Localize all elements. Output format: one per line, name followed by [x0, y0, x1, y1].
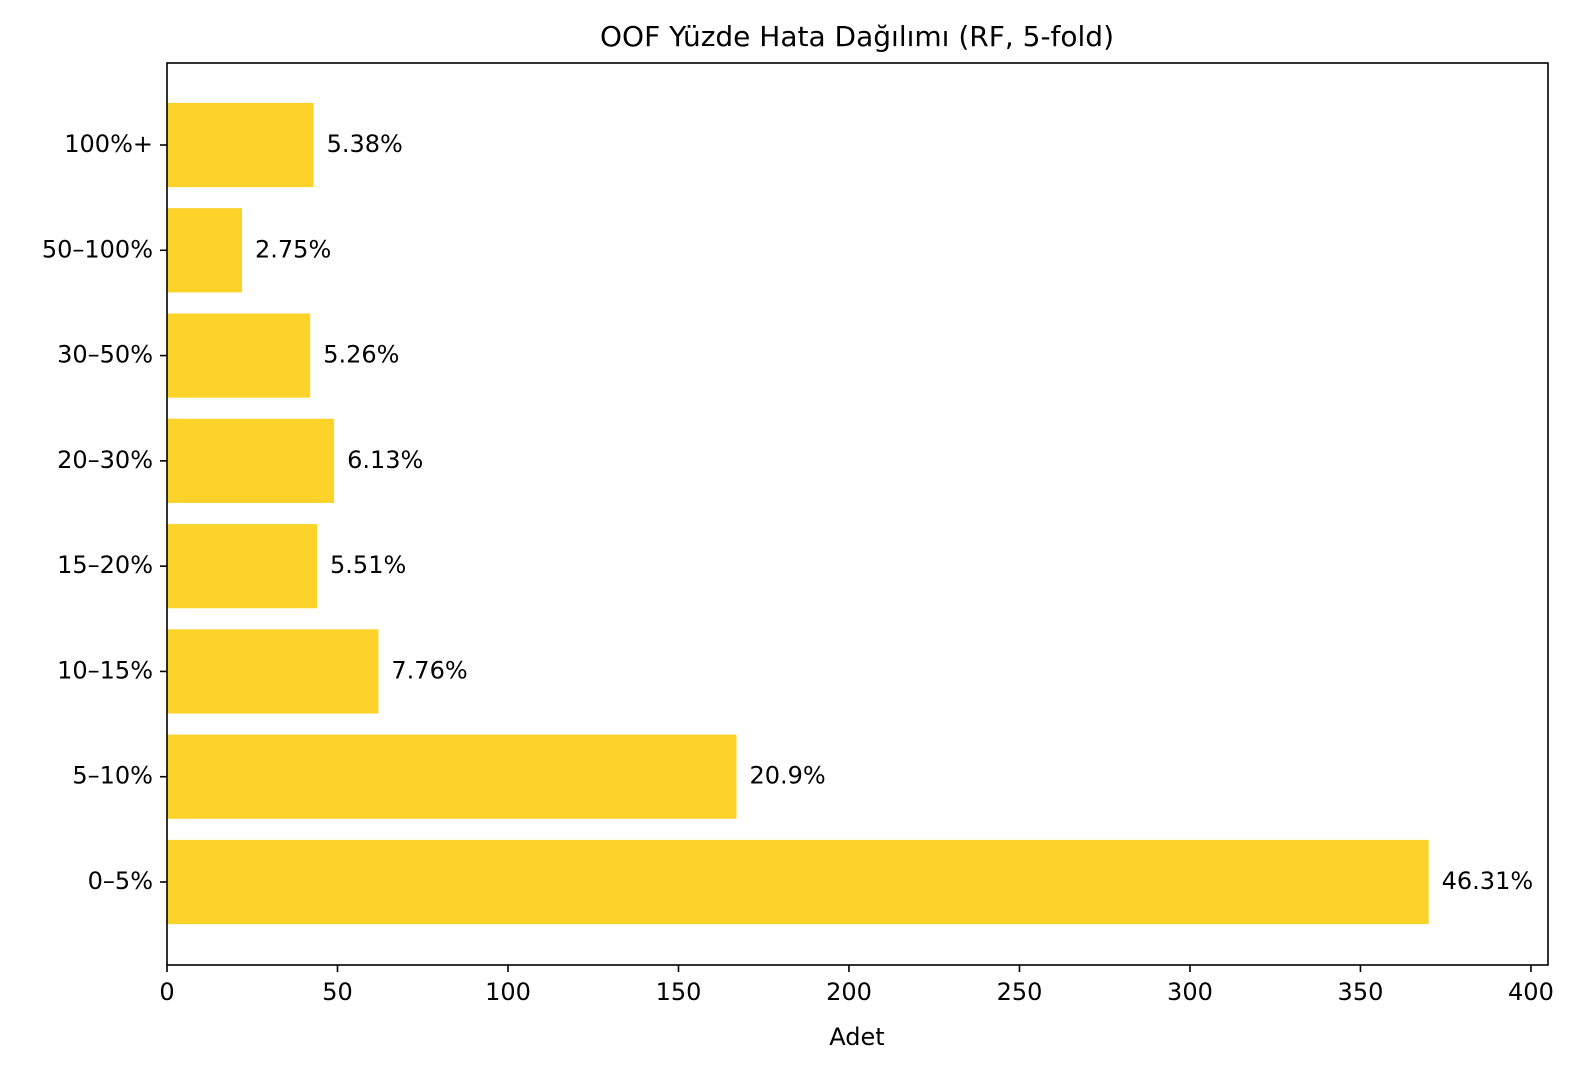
y-axis: 0–5% 5–10% 10–15% 15–20% 20–30% 30–50% 50–100%… [42, 130, 167, 895]
data-label: 5.38% [327, 130, 403, 158]
x-tick-label: 0 [159, 978, 174, 1006]
data-label: 2.75% [255, 235, 331, 263]
bar [167, 102, 314, 188]
y-tick-label: 15–20% [57, 551, 153, 579]
y-tick-label: 0–5% [88, 867, 153, 895]
y-tick-label: 5–10% [72, 762, 153, 790]
x-tick-label: 200 [826, 978, 872, 1006]
x-axis-label: Adet [829, 1023, 884, 1051]
data-label: 7.76% [391, 656, 467, 684]
x-axis: 0 50 100 150 200 250 300 350 400 [159, 965, 1554, 1006]
bar [167, 208, 243, 293]
x-tick-label: 100 [485, 978, 531, 1006]
x-tick-label: 350 [1338, 978, 1384, 1006]
x-tick-label: 150 [656, 978, 702, 1006]
chart-title: OOF Yüzde Hata Dağılımı (RF, 5-fold) [600, 20, 1114, 53]
data-label: 5.26% [323, 341, 399, 369]
data-label: 46.31% [1442, 867, 1534, 895]
y-tick-label: 100%+ [64, 130, 153, 158]
y-tick-label: 50–100% [42, 235, 153, 263]
y-tick-label: 10–15% [57, 656, 153, 684]
y-tick-label: 30–50% [57, 341, 153, 369]
bar [167, 734, 737, 819]
data-label: 5.51% [330, 551, 406, 579]
bar [167, 418, 335, 503]
data-label: 6.13% [347, 446, 423, 474]
y-tick-label: 20–30% [57, 446, 153, 474]
bar [167, 629, 379, 714]
plot-frame [166, 62, 1549, 966]
x-tick-label: 400 [1508, 978, 1554, 1006]
bar [167, 839, 1429, 925]
bar [167, 313, 311, 398]
data-label: 20.9% [749, 762, 825, 790]
x-tick-label: 300 [1167, 978, 1213, 1006]
data-labels-group: 46.31% 20.9% 7.76% 5.51% 6.13% 5.26% 2.75% 5.38… [255, 130, 1533, 895]
x-tick-label: 250 [997, 978, 1043, 1006]
x-tick-label: 50 [322, 978, 353, 1006]
bar [167, 524, 318, 609]
bars-group [167, 102, 1429, 925]
